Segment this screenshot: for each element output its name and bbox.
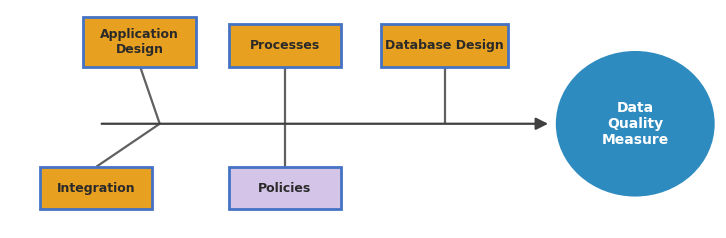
Text: Data
Quality
Measure: Data Quality Measure bbox=[602, 101, 669, 147]
FancyBboxPatch shape bbox=[40, 167, 152, 209]
FancyBboxPatch shape bbox=[83, 17, 196, 67]
Text: Integration: Integration bbox=[57, 182, 136, 194]
Text: Application
Design: Application Design bbox=[100, 28, 179, 56]
Text: Database Design: Database Design bbox=[386, 39, 504, 52]
Ellipse shape bbox=[558, 52, 713, 195]
FancyBboxPatch shape bbox=[381, 24, 508, 67]
FancyBboxPatch shape bbox=[229, 167, 341, 209]
FancyBboxPatch shape bbox=[229, 24, 341, 67]
Text: Processes: Processes bbox=[250, 39, 320, 52]
Text: Policies: Policies bbox=[258, 182, 311, 194]
